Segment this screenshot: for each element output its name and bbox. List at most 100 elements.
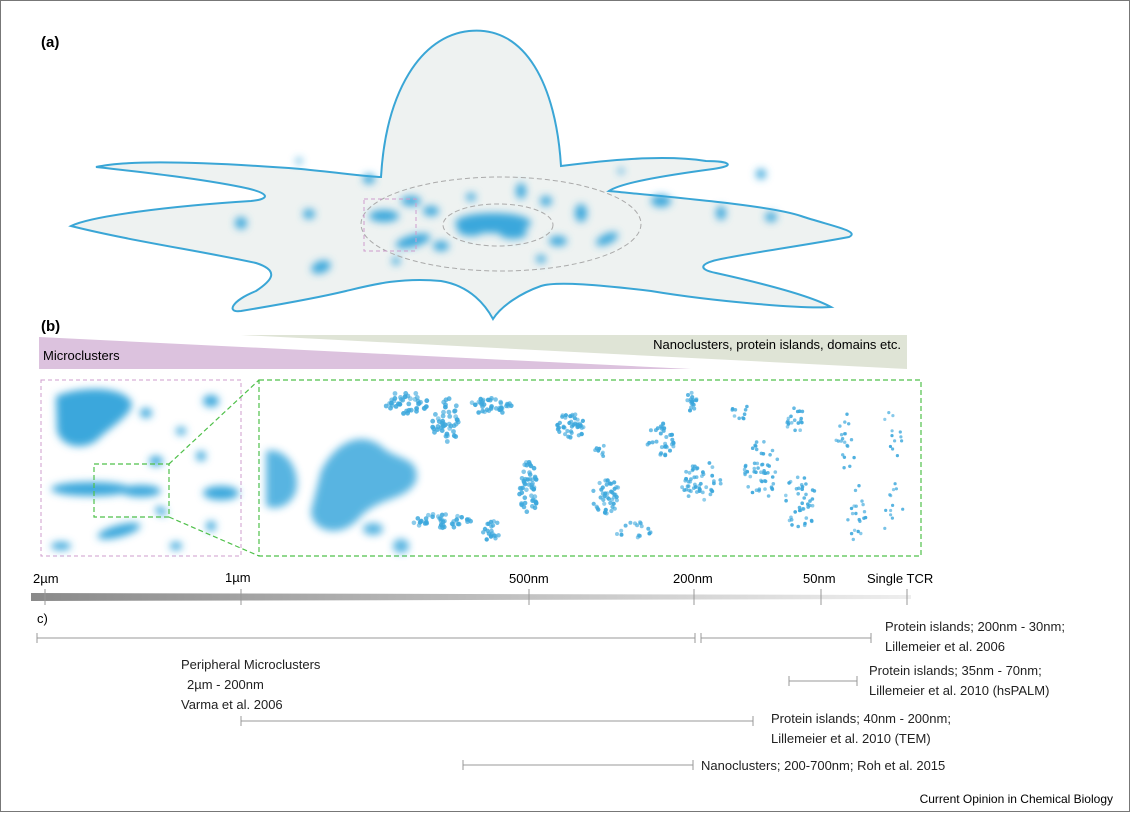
nano-dot bbox=[843, 420, 847, 424]
nano-dot bbox=[756, 466, 760, 470]
nano-dot bbox=[416, 523, 422, 528]
nano-dot bbox=[481, 397, 486, 403]
nano-dot bbox=[533, 501, 539, 506]
nano-dot bbox=[389, 403, 395, 408]
nano-dot bbox=[599, 487, 604, 492]
nano-dot bbox=[845, 412, 849, 416]
nano-dot bbox=[767, 464, 771, 468]
nano-dot bbox=[766, 494, 771, 498]
nano-dot bbox=[750, 446, 755, 451]
nano-dot bbox=[693, 482, 697, 487]
nano-dot bbox=[489, 396, 494, 401]
nano-dot bbox=[522, 500, 528, 506]
nano-dot bbox=[459, 515, 465, 520]
nano-dot bbox=[759, 470, 763, 475]
nano-dot bbox=[598, 495, 603, 500]
nano-dot bbox=[704, 485, 709, 490]
nano-dot bbox=[770, 487, 775, 492]
nano-dot bbox=[605, 478, 610, 483]
nano-dot bbox=[845, 443, 849, 448]
nano-dot bbox=[650, 440, 655, 445]
nano-dot bbox=[597, 446, 602, 451]
nano-dot bbox=[422, 406, 427, 411]
nano-dot bbox=[792, 418, 797, 423]
nano-dot bbox=[800, 501, 804, 506]
range-tem-line1: Protein islands; 40nm - 200nm; bbox=[771, 711, 951, 726]
nano-dot bbox=[440, 413, 446, 419]
nano-dot bbox=[591, 501, 596, 506]
nano-dot bbox=[748, 474, 753, 479]
nano-dot bbox=[488, 406, 494, 412]
nano-dot bbox=[784, 493, 788, 498]
scale-ticks bbox=[44, 589, 908, 605]
nano-dot bbox=[795, 409, 800, 414]
nano-dot bbox=[529, 485, 535, 490]
nano-dot bbox=[857, 484, 861, 488]
nano-dot bbox=[575, 422, 580, 427]
nano-dot bbox=[742, 467, 747, 472]
nano-dot bbox=[891, 503, 895, 507]
nano-dot bbox=[415, 516, 421, 521]
nano-dot bbox=[686, 393, 690, 397]
nano-dot bbox=[473, 402, 478, 408]
nano-dot bbox=[750, 490, 755, 495]
nano-dot bbox=[793, 510, 797, 514]
nano-dot bbox=[524, 509, 530, 514]
nano-dot bbox=[771, 482, 776, 486]
nano-dot bbox=[718, 481, 723, 486]
nano-dot bbox=[790, 523, 794, 527]
nano-dot bbox=[702, 497, 707, 502]
nanoclusters-band bbox=[241, 335, 907, 369]
nano-dot bbox=[530, 477, 535, 483]
nano-dot bbox=[522, 495, 528, 501]
nano-dot bbox=[686, 479, 691, 484]
nano-dot bbox=[614, 485, 619, 490]
nano-dot bbox=[789, 421, 794, 425]
nano-dot bbox=[604, 482, 609, 487]
nano-dot bbox=[606, 496, 611, 501]
nano-dot bbox=[687, 470, 692, 475]
nano-dot bbox=[689, 390, 694, 395]
nano-dot bbox=[745, 469, 750, 474]
nano-dot bbox=[890, 429, 894, 433]
nano-dot bbox=[443, 512, 449, 517]
nano-dot bbox=[442, 422, 448, 427]
nano-dot bbox=[532, 494, 538, 499]
nano-dot bbox=[569, 424, 575, 429]
nano-dot bbox=[853, 488, 858, 493]
nano-dot bbox=[759, 478, 763, 483]
nano-dot bbox=[770, 448, 775, 453]
nano-dot bbox=[707, 461, 712, 465]
nano-dot bbox=[509, 403, 514, 409]
dashed-ellipse-inner bbox=[442, 203, 554, 247]
nano-dot bbox=[576, 433, 581, 438]
nano-dot bbox=[852, 504, 856, 508]
nano-dot bbox=[743, 408, 748, 412]
nano-dot bbox=[453, 421, 459, 427]
nano-dot bbox=[495, 520, 500, 525]
nano-dot bbox=[883, 417, 887, 421]
nano-dot bbox=[614, 498, 620, 503]
nano-dot bbox=[850, 511, 855, 516]
nano-dot bbox=[402, 394, 408, 400]
nano-dot bbox=[787, 518, 792, 523]
nano-dot bbox=[527, 470, 532, 475]
range-varma-line2: 2µm - 200nm bbox=[187, 677, 264, 692]
nano-dot bbox=[796, 524, 800, 529]
range-roh-line1: Nanoclusters; 200-700nm; Roh et al. 2015 bbox=[701, 758, 945, 773]
nano-dot bbox=[883, 526, 887, 531]
nano-dot bbox=[789, 515, 793, 520]
nano-dot bbox=[694, 475, 699, 479]
nano-dot bbox=[524, 487, 529, 493]
nano-dot bbox=[408, 396, 413, 402]
zoom-line-bottom bbox=[168, 516, 260, 557]
nano-dot bbox=[453, 414, 459, 420]
nano-dot bbox=[605, 491, 610, 496]
journal-credit: Current Opinion in Chemical Biology bbox=[920, 792, 1113, 806]
nano-dot bbox=[839, 433, 844, 437]
nano-dot bbox=[712, 479, 716, 484]
nano-dot bbox=[612, 495, 617, 500]
nano-dot bbox=[424, 398, 430, 404]
nano-dot bbox=[680, 485, 684, 490]
